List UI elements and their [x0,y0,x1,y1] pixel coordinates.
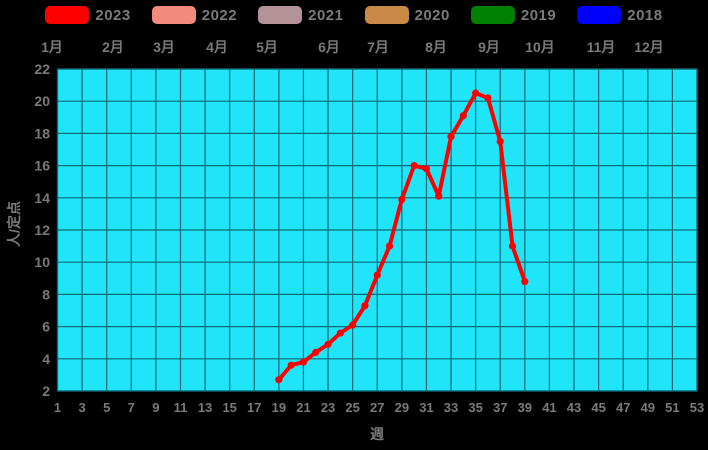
x-tick-label-39: 39 [518,400,532,415]
x-tick-label-49: 49 [641,400,655,415]
month-label-9: 9月 [478,39,500,55]
legend-item-label: 2018 [627,6,663,24]
data-point-w22 [312,348,320,356]
data-point-w21 [299,358,308,366]
legend-swatch-2021 [258,6,303,24]
x-tick-label-33: 33 [444,400,458,415]
legend-swatch-2019 [470,6,515,24]
data-point-w33 [447,133,455,141]
month-label-12: 12月 [634,39,664,55]
month-label-1: 1月 [41,39,63,55]
month-label-4: 4月 [206,39,228,55]
legend-item-2021[interactable]: 2021 [258,6,343,24]
y-tick-label-6: 6 [42,319,50,335]
legend-item-label: 2023 [95,6,131,24]
x-tick-label-9: 9 [152,400,159,415]
data-point-w25 [349,321,357,329]
data-point-w31 [422,165,431,173]
data-point-w32 [435,192,443,200]
x-axis-title: 週 [370,426,384,442]
month-axis: 1月 2月 3月 4月 5月 6月 7月 8月 9月 10月 11月 12月 [0,37,708,55]
y-tick-label-10: 10 [34,254,50,270]
y-tick-label-18: 18 [34,125,50,141]
legend-item-2019[interactable]: 2019 [470,6,557,24]
legend-item-2022[interactable]: 2022 [151,6,238,24]
y-tick-label-22: 22 [34,61,50,77]
data-point-w20 [287,361,295,369]
legend-item-label: 2021 [308,6,344,24]
month-label-2: 2月 [102,39,124,55]
x-tick-label-5: 5 [103,400,110,415]
data-point-w24 [336,329,344,337]
legend: 2023 2022 2021 2020 2019 2018 [0,6,708,24]
data-point-w38 [508,242,517,250]
x-tick-label-23: 23 [321,400,335,415]
data-point-w26 [361,302,369,310]
y-tick-label-4: 4 [42,351,50,367]
legend-swatch-2020 [364,6,409,24]
y-tick-label-12: 12 [34,222,50,238]
y-tick-label-14: 14 [34,190,50,206]
x-tick-label-29: 29 [395,400,409,415]
data-point-w19 [275,376,283,384]
month-label-3: 3月 [153,39,175,55]
data-point-w27 [373,271,381,279]
x-tick-label-47: 47 [616,400,630,415]
x-tick-label-53: 53 [690,400,704,415]
x-tick-label-17: 17 [247,400,261,415]
y-axis-title: 人/定点 [6,201,22,247]
x-tick-label-15: 15 [222,400,236,415]
x-tick-label-11: 11 [174,400,188,415]
month-label-11: 11月 [586,39,616,55]
y-tick-label-16: 16 [34,158,50,174]
tick-labels: 1 3 5 7 9 11 13 15 17 19 21 23 25 27 29 31 33 35 37 39 41 43 4… [34,61,704,415]
data-point-w29 [398,195,406,204]
data-point-w37 [496,137,504,146]
x-tick-label-31: 31 [419,400,433,415]
data-point-w28 [385,242,394,250]
legend-item-label: 2022 [201,6,238,24]
x-tick-label-35: 35 [468,400,482,415]
y-tick-label-2: 2 [42,383,50,399]
legend-item-2020[interactable]: 2020 [364,6,450,24]
series-2023 [275,89,529,384]
data-point-w35 [472,89,480,97]
month-label-10: 10月 [525,39,555,55]
x-tick-label-1: 1 [54,400,61,415]
legend-swatch-2018 [577,6,622,24]
legend-item-label: 2020 [414,6,450,24]
x-tick-label-25: 25 [345,400,359,415]
x-tick-label-41: 41 [542,400,556,415]
grid-lines [56,68,698,392]
legend-item-label: 2019 [520,6,557,24]
legend-item-2023[interactable]: 2023 [45,6,130,24]
month-label-8: 8月 [425,39,447,55]
x-tick-label-51: 51 [665,400,679,415]
x-tick-label-27: 27 [370,400,384,415]
x-tick-label-3: 3 [78,400,85,415]
x-tick-label-37: 37 [493,400,507,415]
month-label-6: 6月 [318,39,340,55]
data-point-w36 [484,94,492,102]
month-label-7: 7月 [367,39,389,55]
y-tick-label-8: 8 [42,286,50,302]
x-tick-label-13: 13 [198,400,212,415]
x-tick-label-7: 7 [128,400,135,415]
x-tick-label-43: 43 [567,400,581,415]
x-tick-label-45: 45 [591,400,605,415]
data-point-w30 [410,162,418,170]
month-label-5: 5月 [256,39,278,55]
data-point-w23 [324,340,332,348]
legend-swatch-2022 [151,6,196,24]
y-tick-label-20: 20 [34,93,50,109]
x-tick-label-19: 19 [272,400,286,415]
legend-item-2018[interactable]: 2018 [577,6,662,24]
data-point-w34 [459,112,467,120]
data-point-w39 [521,277,529,286]
legend-swatch-2023 [45,6,90,24]
x-tick-label-21: 21 [296,400,310,415]
